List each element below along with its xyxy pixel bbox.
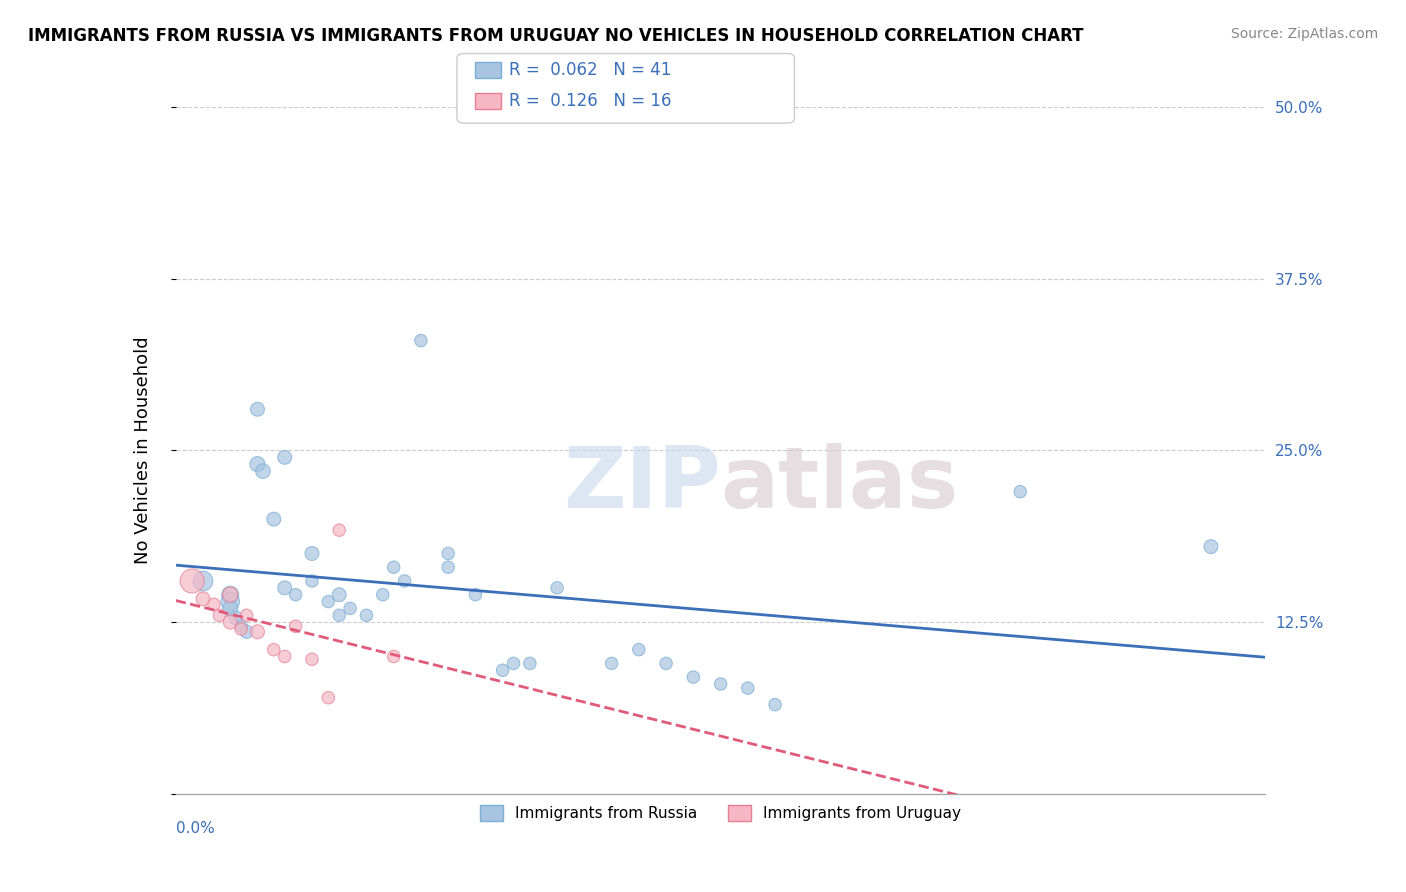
Point (181, 574, 204, 588)
Point (546, 581, 568, 595)
Point (231, 622, 253, 636)
Point (219, 601, 242, 615)
Point (328, 588, 350, 602)
Point (246, 457, 269, 471)
Point (409, 334, 432, 348)
Point (437, 546, 460, 561)
Point (284, 588, 307, 602)
Point (274, 450, 297, 465)
Point (284, 619, 307, 633)
Point (682, 670, 704, 684)
Point (328, 523, 350, 537)
Point (219, 588, 242, 602)
Point (274, 649, 297, 664)
Point (464, 588, 486, 602)
Point (191, 574, 214, 588)
Point (371, 588, 394, 602)
Point (1010, 484, 1032, 499)
Point (235, 624, 257, 639)
Point (1199, 540, 1222, 554)
Point (339, 601, 361, 615)
Point (737, 681, 759, 695)
Text: R =  0.126   N = 16: R = 0.126 N = 16 (509, 92, 672, 110)
Point (710, 677, 733, 691)
Point (356, 608, 378, 623)
Point (191, 591, 214, 606)
Point (263, 512, 285, 526)
Point (231, 619, 253, 633)
Point (301, 546, 323, 561)
Point (235, 608, 257, 623)
Point (627, 642, 650, 657)
Point (246, 402, 269, 417)
Point (246, 624, 269, 639)
Point (208, 608, 231, 623)
Legend: Immigrants from Russia, Immigrants from Uruguay: Immigrants from Russia, Immigrants from … (474, 799, 967, 828)
Text: ZIP: ZIP (562, 443, 721, 526)
Text: R =  0.062   N = 41: R = 0.062 N = 41 (509, 61, 671, 78)
Text: 0.0%: 0.0% (176, 822, 215, 837)
Point (394, 574, 416, 588)
Point (763, 698, 786, 712)
Text: atlas: atlas (721, 443, 959, 526)
Y-axis label: No Vehicles in Household: No Vehicles in Household (134, 336, 152, 565)
Point (263, 642, 285, 657)
Point (274, 581, 297, 595)
Point (437, 560, 460, 574)
Point (519, 657, 541, 671)
Point (492, 663, 515, 677)
Point (328, 608, 350, 623)
Text: IMMIGRANTS FROM RUSSIA VS IMMIGRANTS FROM URUGUAY NO VEHICLES IN HOUSEHOLD CORRE: IMMIGRANTS FROM RUSSIA VS IMMIGRANTS FRO… (28, 27, 1084, 45)
Point (202, 597, 225, 611)
Point (318, 594, 340, 608)
Point (600, 657, 623, 671)
Point (301, 574, 323, 588)
Point (219, 615, 242, 630)
Point (318, 690, 340, 705)
Point (219, 588, 242, 602)
Point (225, 611, 247, 625)
Point (301, 652, 323, 666)
Point (655, 657, 678, 671)
Text: Source: ZipAtlas.com: Source: ZipAtlas.com (1230, 27, 1378, 41)
Point (219, 594, 242, 608)
Point (502, 657, 524, 671)
Point (382, 649, 405, 664)
Point (382, 560, 405, 574)
Point (252, 464, 274, 478)
